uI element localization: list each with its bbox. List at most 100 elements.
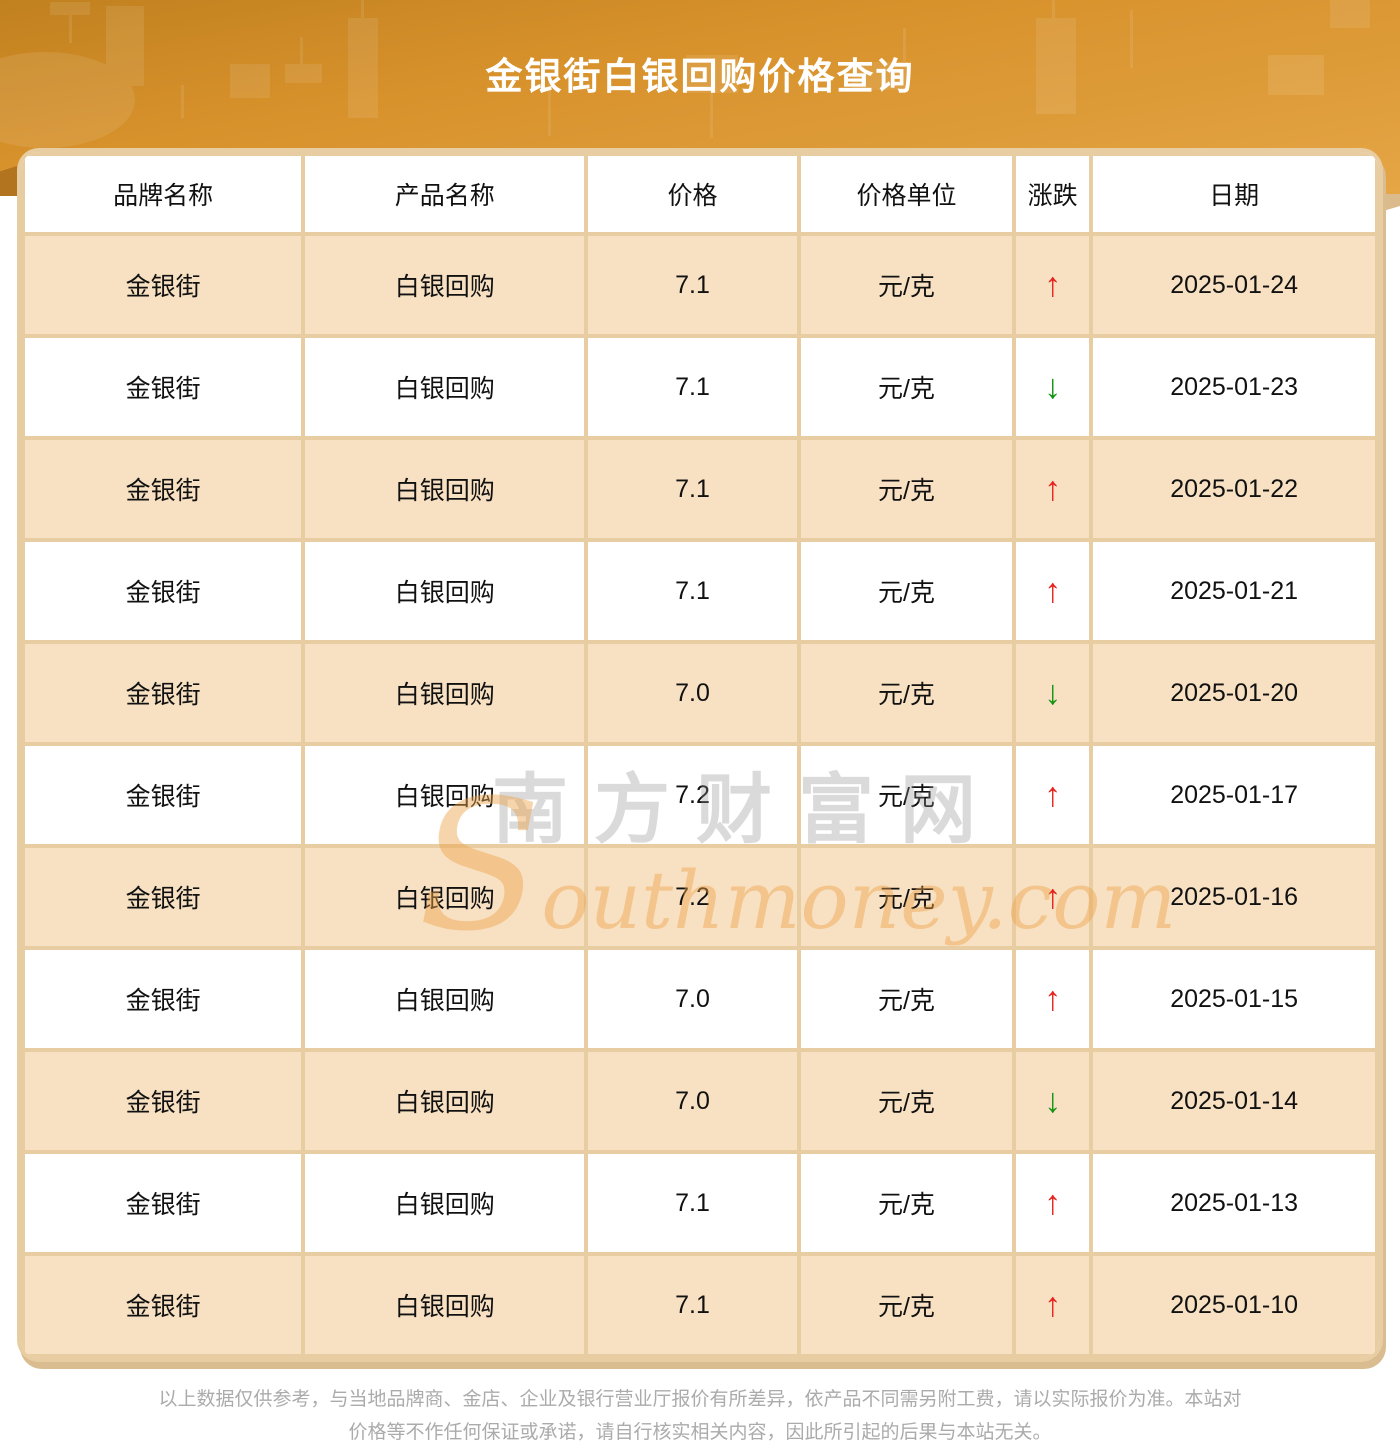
- brand-cell: 金银街: [21, 1048, 306, 1154]
- unit-text: 元/克: [877, 783, 935, 811]
- page-title: 金银街白银回购价格查询: [485, 56, 915, 97]
- product-text: 白银回购: [394, 273, 495, 301]
- brand-text: 金银街: [125, 783, 201, 811]
- unit-text: 元/克: [877, 1293, 935, 1321]
- unit-cell: 元/克: [796, 538, 1017, 644]
- price-text: 7.0: [675, 678, 710, 707]
- product-text: 白银回购: [394, 1089, 495, 1117]
- product-text: 白银回购: [394, 1191, 495, 1219]
- price-cell: 7.0: [584, 640, 801, 746]
- brand-text: 金银街: [125, 1293, 201, 1321]
- brand-cell: 金银街: [21, 844, 306, 950]
- price-cell: 7.2: [584, 742, 801, 848]
- product-cell: 白银回购: [301, 436, 589, 542]
- product-cell: 白银回购: [301, 334, 589, 440]
- price-cell: 7.1: [584, 538, 801, 644]
- product-text: 白银回购: [394, 885, 495, 913]
- unit-cell: 元/克: [796, 436, 1017, 542]
- date-text: 2025-01-16: [1170, 882, 1299, 911]
- price-cell: 7.0: [584, 1048, 801, 1154]
- product-text: 白银回购: [394, 681, 495, 709]
- product-cell: 白银回购: [301, 1048, 589, 1154]
- unit-cell: 元/克: [796, 1048, 1017, 1154]
- unit-cell: 元/克: [796, 334, 1017, 440]
- price-cell: 7.1: [584, 334, 801, 440]
- date-cell: 2025-01-20: [1089, 640, 1379, 746]
- price-text: 7.2: [675, 882, 710, 911]
- price-cell: 7.1: [584, 1252, 801, 1358]
- brand-text: 金银街: [125, 885, 201, 913]
- date-text: 2025-01-15: [1170, 984, 1299, 1013]
- date-text: 2025-01-14: [1170, 1086, 1299, 1115]
- trend-cell: ↑: [1012, 232, 1094, 338]
- table-row: 金银街 白银回购 7.1 元/克 ↑ 2025-01-22: [21, 436, 1379, 542]
- trend-down-arrow-icon: ↓: [1044, 1081, 1062, 1120]
- table-header-row: 品牌名称 产品名称 价格 价格单位 涨跌 日期: [21, 152, 1379, 236]
- price-text: 7.1: [675, 270, 710, 299]
- trend-up-arrow-icon: ↑: [1044, 265, 1062, 304]
- trend-cell: ↑: [1012, 538, 1094, 644]
- unit-text: 元/克: [877, 681, 935, 709]
- brand-text: 金银街: [125, 1191, 201, 1219]
- unit-text: 元/克: [877, 579, 935, 607]
- table-row: 金银街 白银回购 7.1 元/克 ↑ 2025-01-13: [21, 1150, 1379, 1256]
- table-row: 金银街 白银回购 7.1 元/克 ↑ 2025-01-24: [21, 232, 1379, 338]
- trend-up-arrow-icon: ↑: [1044, 877, 1062, 916]
- table-row: 金银街 白银回购 7.0 元/克 ↓ 2025-01-14: [21, 1048, 1379, 1154]
- trend-cell: ↓: [1012, 334, 1094, 440]
- unit-text: 元/克: [877, 1191, 935, 1219]
- price-text: 7.1: [675, 474, 710, 503]
- trend-up-arrow-icon: ↑: [1044, 1183, 1062, 1222]
- unit-cell: 元/克: [796, 640, 1017, 746]
- unit-text: 元/克: [877, 477, 935, 505]
- unit-cell: 元/克: [796, 1252, 1017, 1358]
- table-row: 金银街 白银回购 7.2 元/克 ↑ 2025-01-17: [21, 742, 1379, 848]
- date-text: 2025-01-17: [1170, 780, 1299, 809]
- trend-down-arrow-icon: ↓: [1044, 367, 1062, 406]
- price-text: 7.0: [675, 1086, 710, 1115]
- product-cell: 白银回购: [301, 1150, 589, 1256]
- product-cell: 白银回购: [301, 640, 589, 746]
- price-table-card: 品牌名称 产品名称 价格 价格单位 涨跌 日期 金银街 白银回购 7.1 元/克…: [17, 148, 1383, 1362]
- date-text: 2025-01-20: [1170, 678, 1299, 707]
- trend-cell: ↑: [1012, 946, 1094, 1052]
- table-row: 金银街 白银回购 7.1 元/克 ↑ 2025-01-21: [21, 538, 1379, 644]
- product-text: 白银回购: [394, 987, 495, 1015]
- date-cell: 2025-01-23: [1089, 334, 1379, 440]
- product-cell: 白银回购: [301, 844, 589, 950]
- price-cell: 7.1: [584, 1150, 801, 1256]
- product-cell: 白银回购: [301, 538, 589, 644]
- unit-cell: 元/克: [796, 1150, 1017, 1256]
- product-text: 白银回购: [394, 1293, 495, 1321]
- date-cell: 2025-01-10: [1089, 1252, 1379, 1358]
- product-cell: 白银回购: [301, 1252, 589, 1358]
- column-header-unit: 价格单位: [796, 152, 1017, 236]
- brand-text: 金银街: [125, 1089, 201, 1117]
- trend-up-arrow-icon: ↑: [1044, 979, 1062, 1018]
- unit-text: 元/克: [877, 375, 935, 403]
- trend-up-arrow-icon: ↑: [1044, 775, 1062, 814]
- candlestick-decoration-icon: [0, 0, 1370, 148]
- date-cell: 2025-01-17: [1089, 742, 1379, 848]
- brand-cell: 金银街: [21, 946, 306, 1052]
- unit-text: 元/克: [877, 1089, 935, 1117]
- price-text: 7.0: [675, 984, 710, 1013]
- price-cell: 7.1: [584, 436, 801, 542]
- product-text: 白银回购: [394, 783, 495, 811]
- footer-line-1: 以上数据仅供参考，与当地品牌商、金店、企业及银行营业厅报价有所差异，依产品不同需…: [158, 1389, 1242, 1410]
- date-text: 2025-01-10: [1170, 1290, 1299, 1319]
- product-cell: 白银回购: [301, 742, 589, 848]
- price-text: 7.1: [675, 1188, 710, 1217]
- brand-cell: 金银街: [21, 232, 306, 338]
- table-header: 品牌名称 产品名称 价格 价格单位 涨跌 日期: [21, 152, 1379, 236]
- price-table: 品牌名称 产品名称 价格 价格单位 涨跌 日期 金银街 白银回购 7.1 元/克…: [21, 152, 1379, 1358]
- product-text: 白银回购: [394, 375, 495, 403]
- trend-up-arrow-icon: ↑: [1044, 571, 1062, 610]
- trend-cell: ↑: [1012, 436, 1094, 542]
- ribbon-fold-left: [0, 166, 17, 196]
- date-text: 2025-01-22: [1170, 474, 1299, 503]
- table-row: 金银街 白银回购 7.0 元/克 ↓ 2025-01-20: [21, 640, 1379, 746]
- footer-disclaimer: 以上数据仅供参考，与当地品牌商、金店、企业及银行营业厅报价有所差异，依产品不同需…: [0, 1383, 1400, 1449]
- unit-cell: 元/克: [796, 232, 1017, 338]
